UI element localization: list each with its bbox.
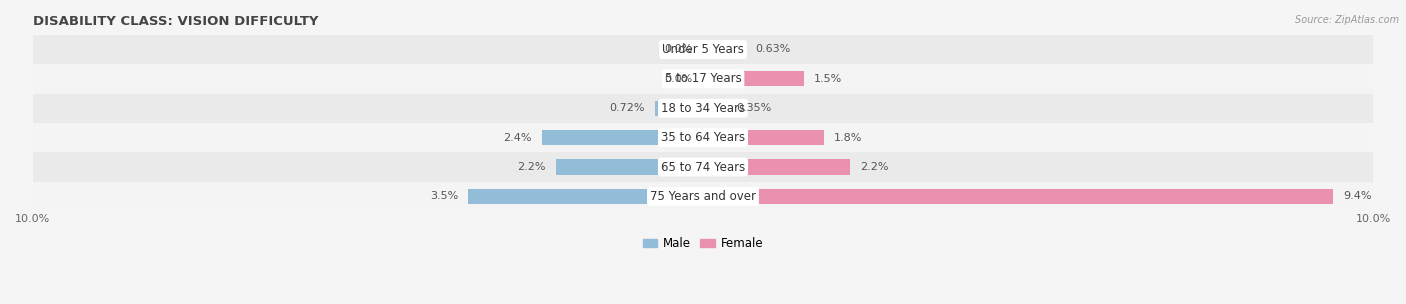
- Text: 2.4%: 2.4%: [503, 133, 531, 143]
- Text: 0.0%: 0.0%: [665, 74, 693, 84]
- Text: 0.35%: 0.35%: [737, 103, 772, 113]
- Bar: [703, 130, 824, 145]
- Bar: [32, 182, 1374, 211]
- Bar: [32, 152, 1374, 182]
- Text: Source: ZipAtlas.com: Source: ZipAtlas.com: [1295, 15, 1399, 25]
- Bar: [703, 159, 851, 175]
- Bar: [703, 42, 745, 57]
- Text: 0.72%: 0.72%: [609, 103, 645, 113]
- Text: 9.4%: 9.4%: [1343, 192, 1372, 202]
- Text: 35 to 64 Years: 35 to 64 Years: [661, 131, 745, 144]
- Bar: [703, 101, 727, 116]
- Text: 0.0%: 0.0%: [665, 44, 693, 54]
- Text: 2.2%: 2.2%: [517, 162, 546, 172]
- Legend: Male, Female: Male, Female: [638, 232, 768, 255]
- Text: DISABILITY CLASS: VISION DIFFICULTY: DISABILITY CLASS: VISION DIFFICULTY: [32, 15, 318, 28]
- Bar: [555, 159, 703, 175]
- Text: 2.2%: 2.2%: [860, 162, 889, 172]
- Bar: [703, 189, 1333, 204]
- Bar: [655, 101, 703, 116]
- Text: 3.5%: 3.5%: [430, 192, 458, 202]
- Bar: [543, 130, 703, 145]
- Text: 18 to 34 Years: 18 to 34 Years: [661, 102, 745, 115]
- Bar: [32, 94, 1374, 123]
- Bar: [468, 189, 703, 204]
- Text: Under 5 Years: Under 5 Years: [662, 43, 744, 56]
- Text: 1.5%: 1.5%: [814, 74, 842, 84]
- Text: 65 to 74 Years: 65 to 74 Years: [661, 161, 745, 174]
- Text: 75 Years and over: 75 Years and over: [650, 190, 756, 203]
- Bar: [703, 71, 804, 86]
- Bar: [32, 35, 1374, 64]
- Text: 5 to 17 Years: 5 to 17 Years: [665, 72, 741, 85]
- Bar: [32, 123, 1374, 152]
- Bar: [32, 64, 1374, 94]
- Text: 1.8%: 1.8%: [834, 133, 862, 143]
- Text: 0.63%: 0.63%: [755, 44, 790, 54]
